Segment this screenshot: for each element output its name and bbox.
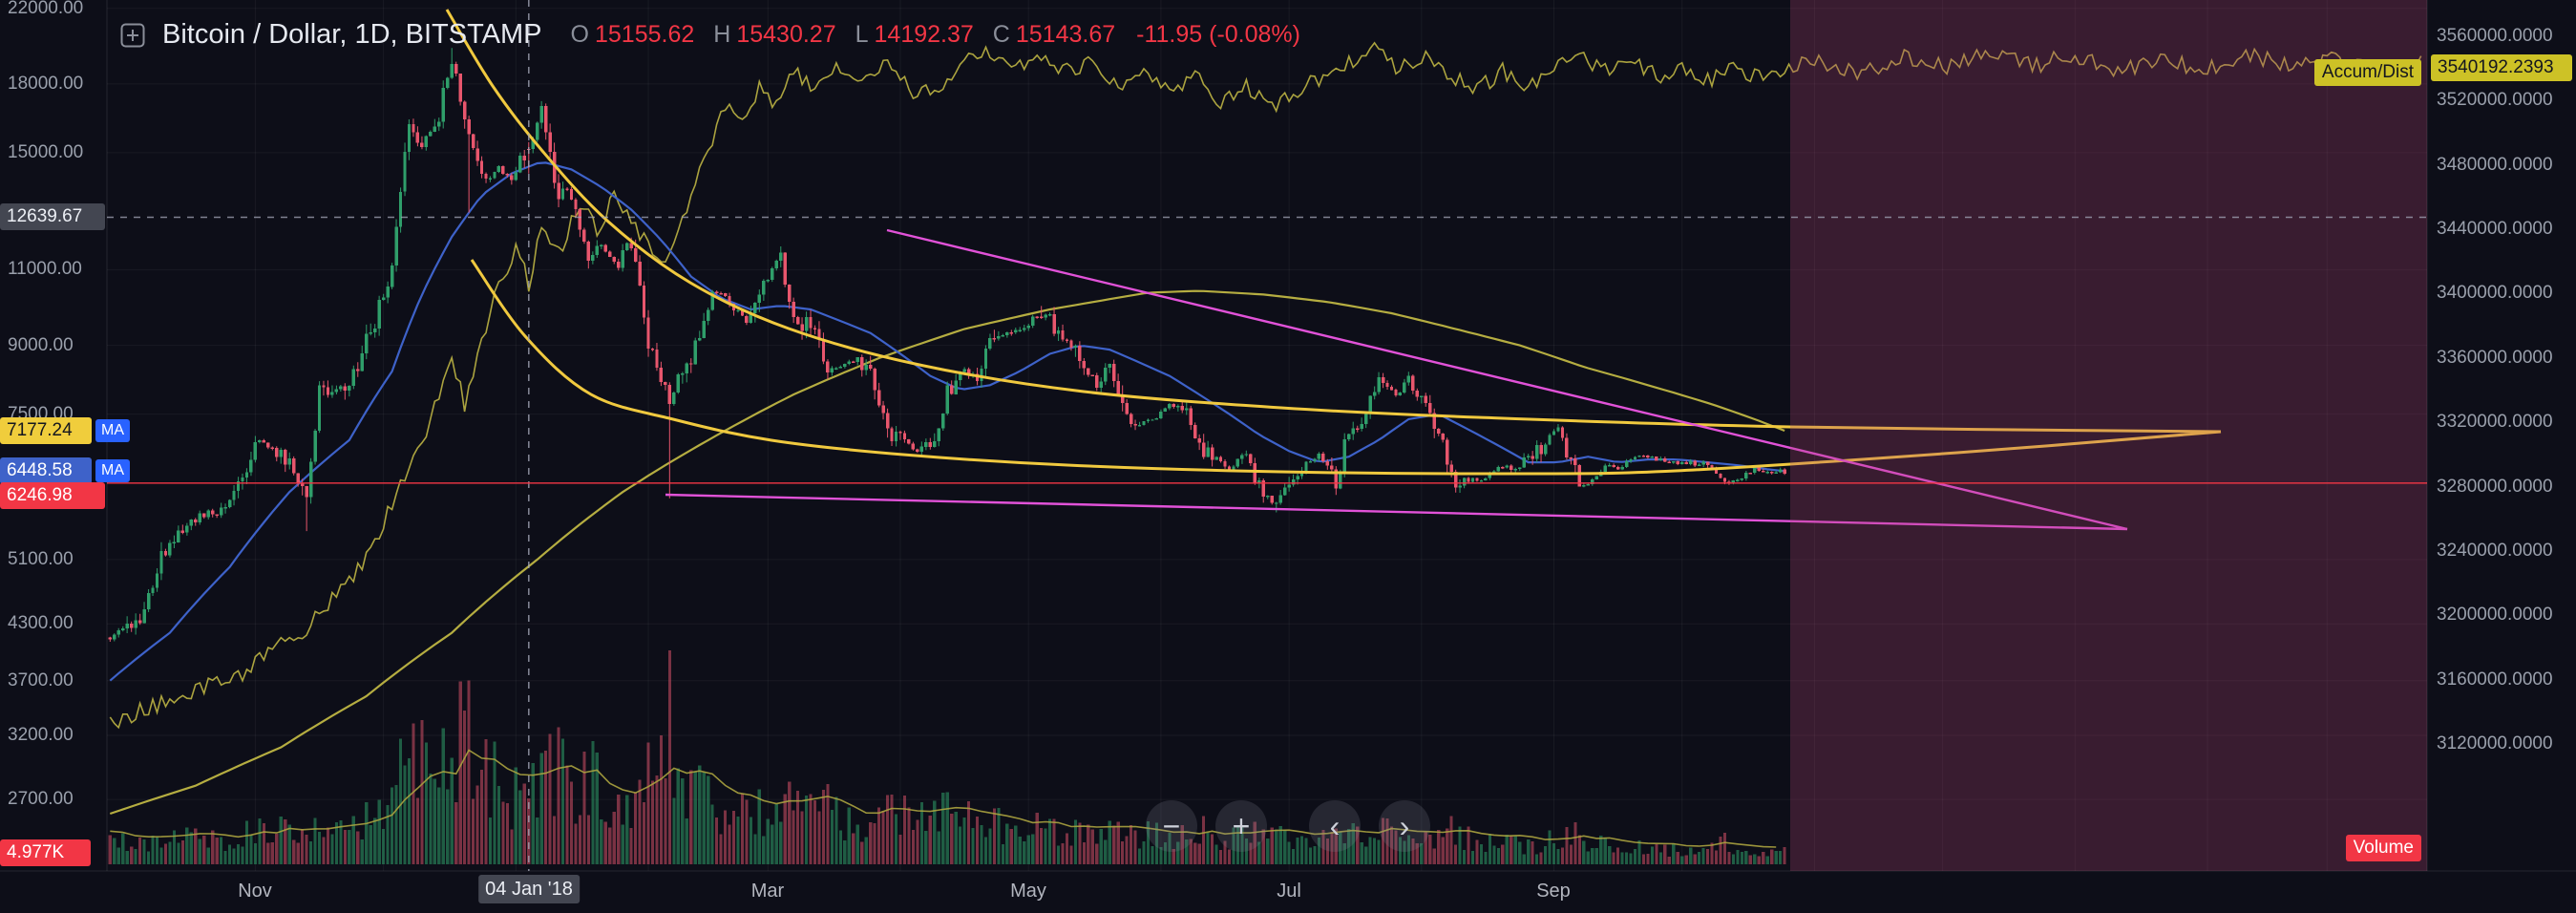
price-axis-label: 3160000.0000 bbox=[2437, 669, 2553, 690]
ma-blue-value-badge: 6448.58 bbox=[0, 457, 92, 484]
trend-curve-yellow-upper bbox=[445, 9, 2222, 434]
crosshair-date-badge: 04 Jan '18 bbox=[478, 875, 580, 903]
price-axis-label: 3560000.0000 bbox=[2437, 26, 2553, 46]
accum-dist-value-badge: 3540192.2393 bbox=[2431, 54, 2572, 81]
ohlc-change: -11.95 (-0.08%) bbox=[1136, 21, 1300, 48]
price-axis-label: 3400000.0000 bbox=[2437, 283, 2553, 303]
symbol-title[interactable]: Bitcoin / Dollar, 1D, BITSTAMP bbox=[162, 19, 542, 50]
price-axis-label: 3360000.0000 bbox=[2437, 348, 2553, 368]
ohlc-readout: O 15155.62 H 15430.27 L 14192.37 C 15143… bbox=[558, 21, 1300, 49]
price-axis-label: 15000.00 bbox=[8, 142, 84, 162]
price-axis-label: 3440000.0000 bbox=[2437, 219, 2553, 239]
accum-dist-layer bbox=[109, 41, 2422, 730]
price-axis-label: 3700.00 bbox=[8, 670, 74, 690]
trend-line-magenta-lower bbox=[665, 493, 2128, 531]
symbol-legend: Bitcoin / Dollar, 1D, BITSTAMP O 15155.6… bbox=[118, 19, 1300, 51]
future-shade-region[interactable] bbox=[1790, 0, 2427, 871]
time-axis-label: Sep bbox=[1536, 881, 1571, 902]
candle-wicks-down bbox=[109, 61, 1785, 643]
trend-line-magenta-upper bbox=[886, 228, 2128, 531]
ohlc-open-letter: O bbox=[570, 21, 589, 48]
price-axis-label: 3200000.0000 bbox=[2437, 605, 2553, 625]
price-axis-label: 22000.00 bbox=[8, 0, 84, 18]
zoom-out-button[interactable]: − bbox=[1146, 800, 1197, 852]
volume-bars-up bbox=[113, 728, 1783, 864]
price-axis-label: 5100.00 bbox=[8, 549, 74, 569]
ma-yellow-value-badge: 7177.24 bbox=[0, 417, 92, 444]
volume-ma-line bbox=[110, 749, 1777, 848]
trend-line-layer[interactable] bbox=[445, 9, 2222, 531]
ohlc-close-value: 15143.67 bbox=[1015, 21, 1116, 48]
volume-bars-down bbox=[108, 650, 1786, 864]
price-axis-label: 3480000.0000 bbox=[2437, 155, 2553, 175]
price-axis-label: 9000.00 bbox=[8, 335, 74, 355]
candle-bodies-down bbox=[108, 64, 1786, 640]
candle-wicks-up bbox=[114, 48, 1782, 642]
price-axis-label: 3280000.0000 bbox=[2437, 477, 2553, 497]
price-axis-label: 3320000.0000 bbox=[2437, 412, 2553, 432]
ohlc-open-value: 15155.62 bbox=[594, 21, 695, 48]
price-axis-label: 18000.00 bbox=[8, 74, 84, 94]
zoom-in-button[interactable]: + bbox=[1215, 800, 1267, 852]
crosshair-price-badge: 12639.67 bbox=[0, 203, 105, 230]
last-price-badge: 6246.98 bbox=[0, 482, 105, 509]
ma-blue-line bbox=[109, 161, 1785, 682]
time-axis-label: May bbox=[1010, 881, 1046, 902]
volume-value-badge: 4.977K bbox=[0, 839, 91, 866]
pan-left-button[interactable]: ‹ bbox=[1309, 800, 1361, 852]
ma-yellow-chip: MA bbox=[95, 419, 130, 442]
accum-dist-line bbox=[109, 41, 2422, 730]
time-axis-label: Mar bbox=[750, 881, 785, 902]
price-axis-label: 11000.00 bbox=[8, 259, 82, 279]
time-axis-label: Jul bbox=[1277, 881, 1301, 902]
trend-curve-yellow-lower bbox=[470, 259, 2222, 476]
left-price-axis[interactable]: 22000.00 18000.00 15000.00 11000.00 9000.00 7… bbox=[0, 0, 107, 871]
price-axis-label: 2700.00 bbox=[8, 789, 74, 809]
ohlc-low-value: 14192.37 bbox=[874, 21, 974, 48]
time-axis[interactable]: Nov Mar May Jul Sep bbox=[0, 871, 2576, 913]
pan-right-button[interactable]: › bbox=[1379, 800, 1430, 852]
time-axis-label: Nov bbox=[238, 881, 272, 902]
volume-layer bbox=[108, 650, 1786, 864]
ohlc-close-letter: C bbox=[992, 21, 1010, 48]
price-axis-label: 3200.00 bbox=[8, 725, 74, 745]
candle-bodies-up bbox=[113, 64, 1783, 640]
legend-plus-icon[interactable] bbox=[118, 21, 147, 50]
price-axis-label: 3240000.0000 bbox=[2437, 541, 2553, 561]
accum-dist-tag[interactable]: Accum/Dist bbox=[2313, 59, 2421, 86]
ohlc-high-value: 15430.27 bbox=[736, 21, 836, 48]
ma-blue-chip: MA bbox=[95, 459, 130, 482]
moving-average-layer bbox=[109, 161, 1785, 816]
price-axis-label: 4300.00 bbox=[8, 613, 74, 633]
ma-yellow-line bbox=[109, 289, 1785, 816]
crosshair-layer bbox=[107, 0, 2427, 871]
ma-yellow-row: 7177.24 MA bbox=[0, 417, 130, 444]
ma-blue-row: 6448.58 MA bbox=[0, 457, 130, 484]
grid-layer bbox=[107, 0, 2427, 871]
ohlc-high-letter: H bbox=[713, 21, 731, 48]
ohlc-low-letter: L bbox=[855, 21, 869, 48]
price-axis-label: 3520000.0000 bbox=[2437, 90, 2553, 110]
price-axis-label: 3120000.0000 bbox=[2437, 733, 2553, 754]
volume-tag[interactable]: Volume bbox=[2345, 835, 2421, 861]
right-indicator-axis[interactable]: 3560000.0000 3520000.0000 3480000.0000 3440… bbox=[2427, 0, 2576, 871]
